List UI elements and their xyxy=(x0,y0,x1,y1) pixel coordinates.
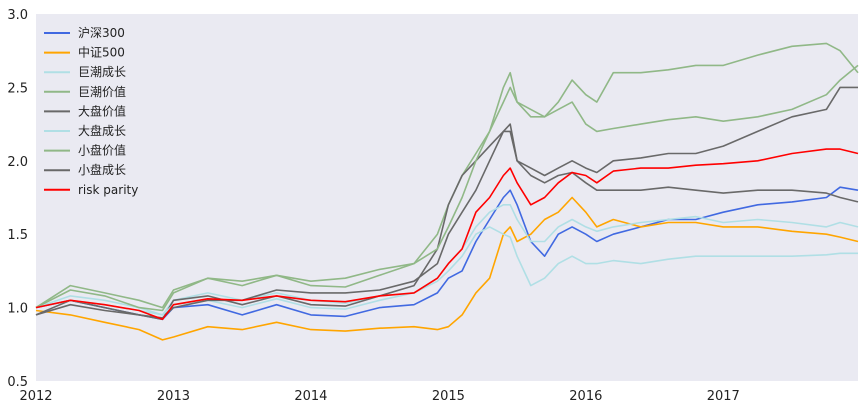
legend-label: 大盘价值 xyxy=(78,103,126,118)
x-tick-label: 2012 xyxy=(19,389,52,404)
series-lines xyxy=(35,42,859,341)
legend-label: risk parity xyxy=(78,183,138,197)
legend-label: 大盘成长 xyxy=(78,123,126,138)
legend-label: 沪深300 xyxy=(78,26,125,40)
series-line-6 xyxy=(35,42,859,309)
legend-label: 小盘成长 xyxy=(78,162,126,177)
x-tick-label: 2016 xyxy=(569,389,602,404)
axis-ticks: 0.5 1.0 1.5 2.0 2.5 3.0 2012 2013 2014 2015 2016 20… xyxy=(7,8,740,404)
x-tick-label: 2014 xyxy=(294,389,327,404)
y-tick-label: 1.0 xyxy=(7,302,28,317)
y-tick-label: 3.0 xyxy=(7,8,28,23)
series-line-2 xyxy=(35,226,858,316)
series-line-7 xyxy=(35,86,858,319)
y-tick-label: 2.5 xyxy=(7,81,28,96)
x-tick-label: 2017 xyxy=(707,389,740,404)
legend-label: 小盘价值 xyxy=(78,143,126,158)
series-line-0 xyxy=(35,186,859,321)
y-tick-label: 2.0 xyxy=(7,155,28,170)
x-tick-label: 2015 xyxy=(432,389,465,404)
plot-background xyxy=(36,14,858,381)
x-tick-label: 2013 xyxy=(157,389,190,404)
y-tick-label: 0.5 xyxy=(7,375,28,390)
legend-label: 中证500 xyxy=(78,45,125,60)
legend-label: 巨潮价值 xyxy=(78,84,126,99)
series-line-8 xyxy=(35,148,859,321)
legend-label: 巨潮成长 xyxy=(78,64,126,79)
y-tick-label: 1.5 xyxy=(7,228,28,243)
